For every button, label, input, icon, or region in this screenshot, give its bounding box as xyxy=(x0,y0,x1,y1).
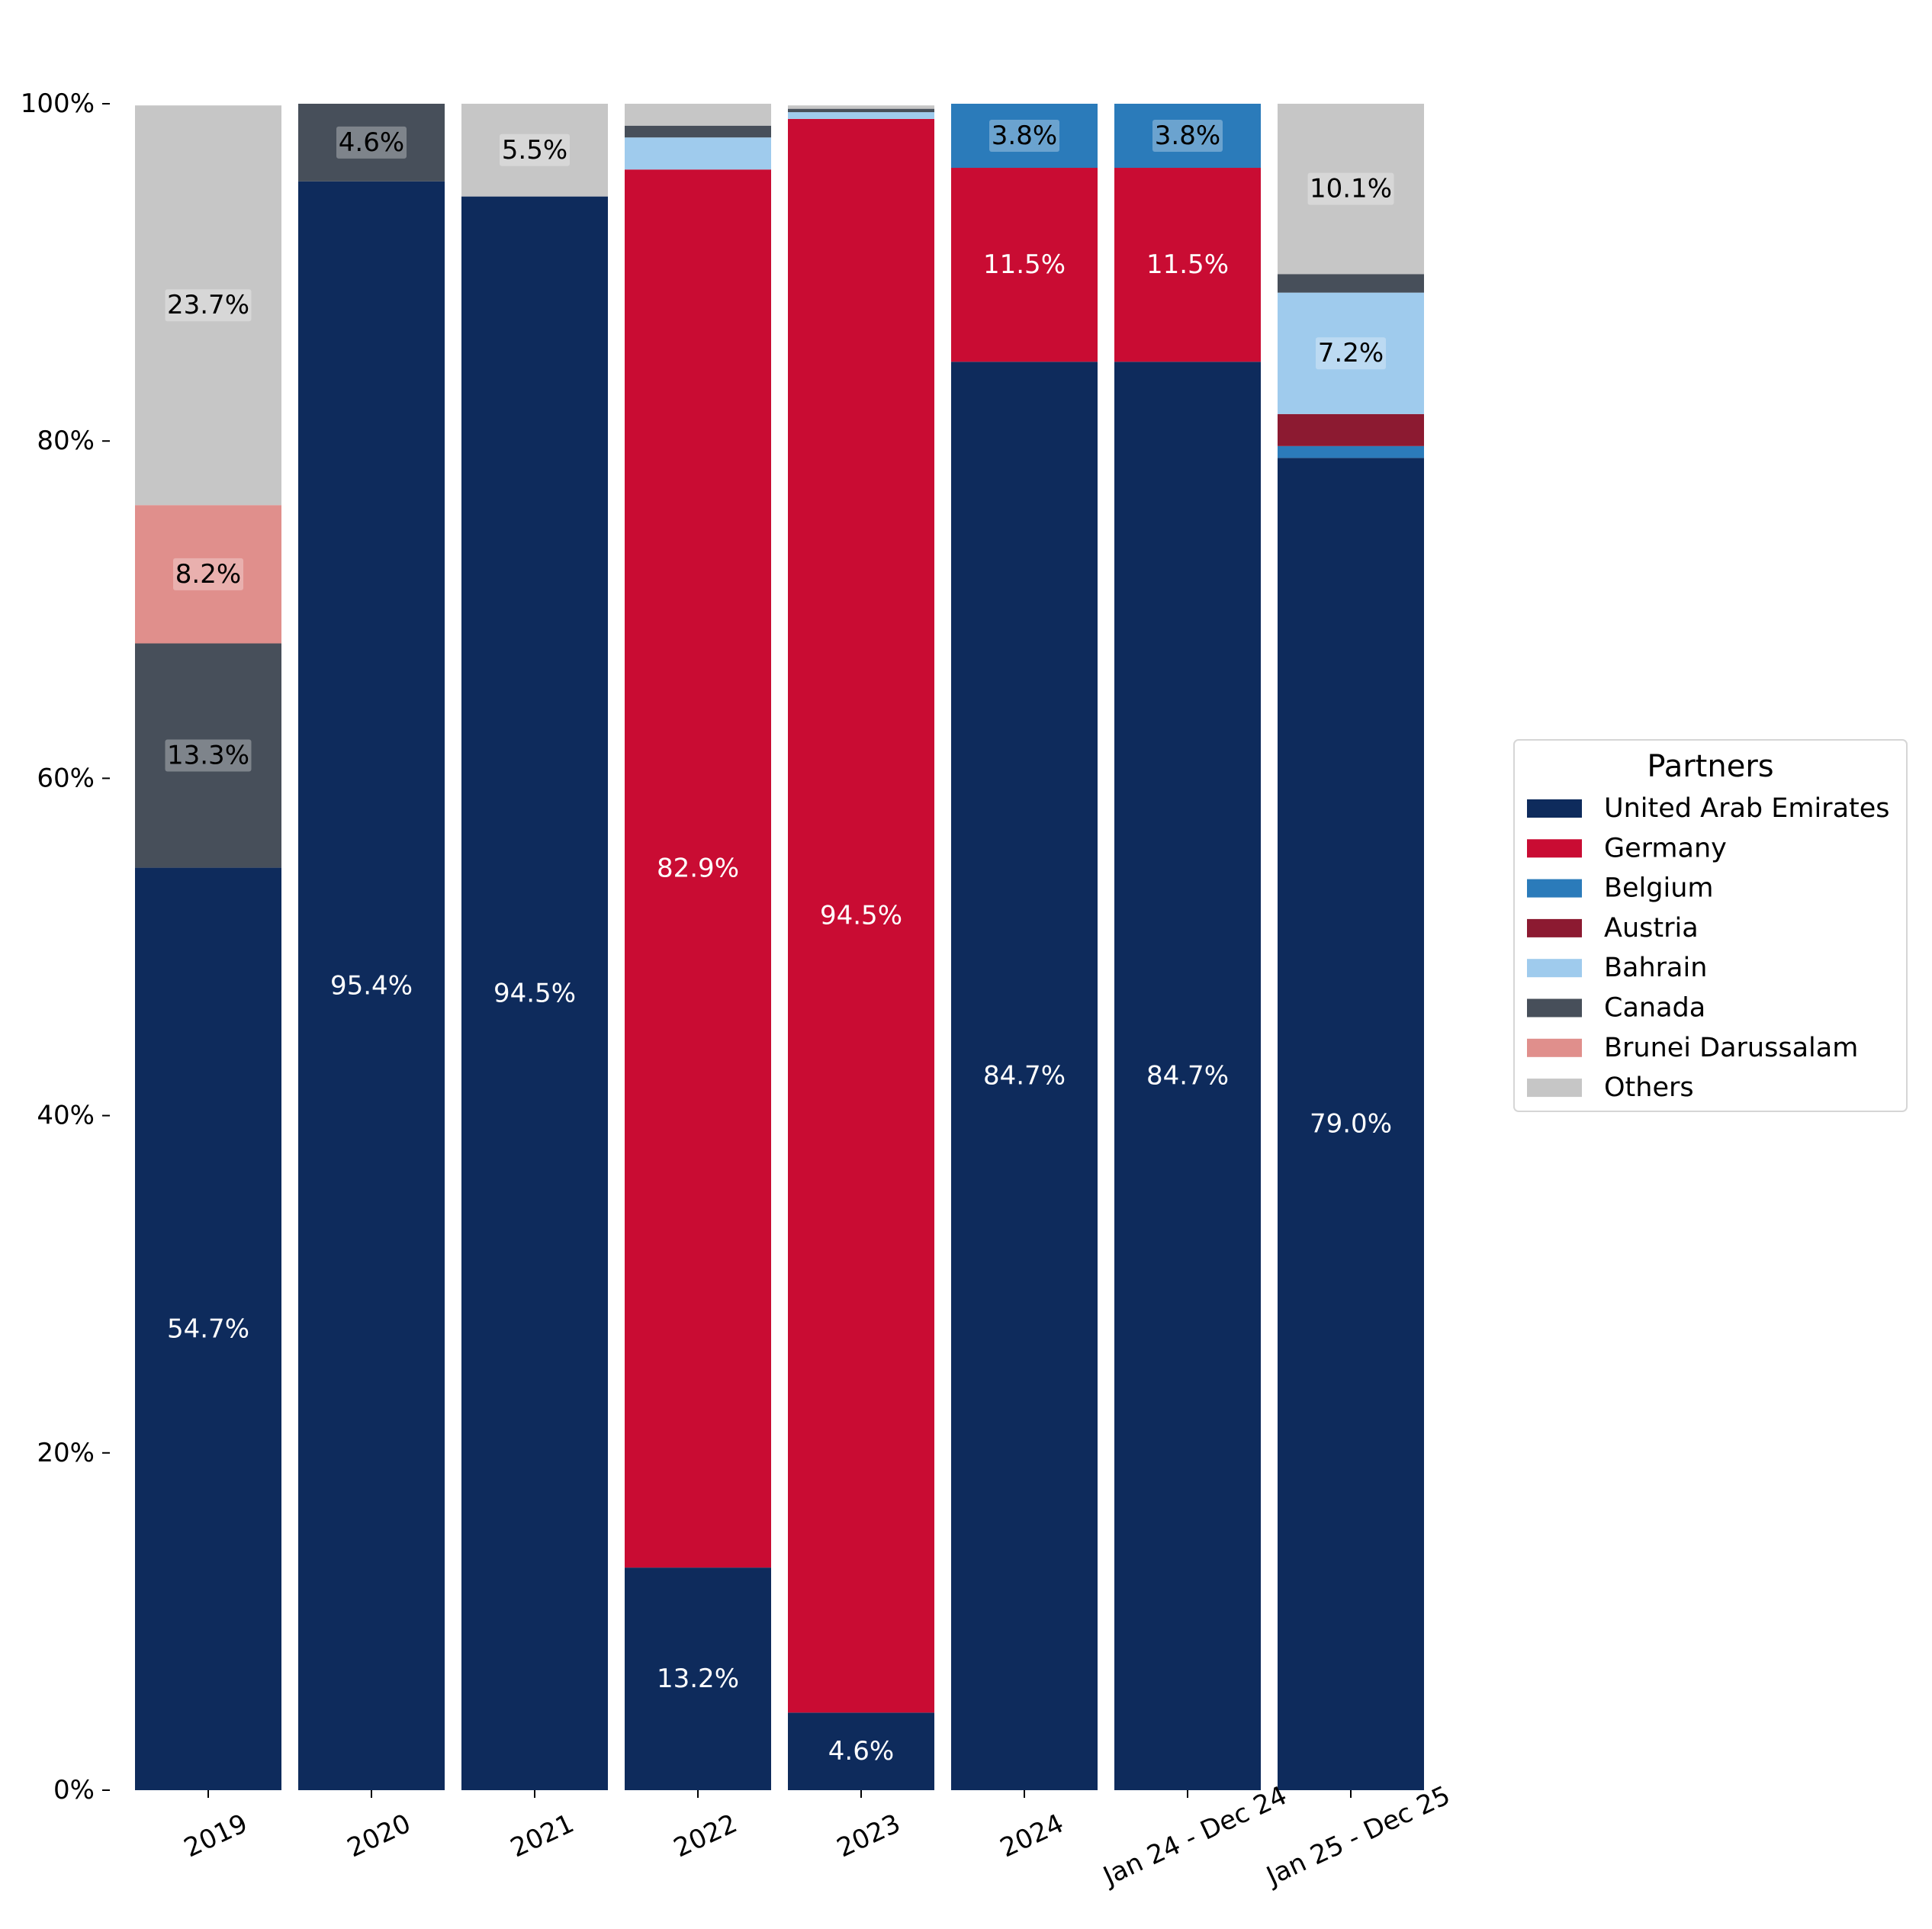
bar-segment-jan-24-dec-24-united-arab-emirates xyxy=(1114,362,1261,1791)
x-tick-label-2021: 2021 xyxy=(506,1808,578,1864)
bar-segment-2024-united-arab-emirates xyxy=(951,362,1098,1791)
bar-segment-2022-bahrain xyxy=(625,137,771,170)
data-label-box xyxy=(173,558,243,590)
data-labels-layer: 54.7% 13.3% 8.2% 23.7% 95.4% 4.6% 94.5% 5.5% 13.… xyxy=(165,120,1394,1767)
y-tick-label: 40% xyxy=(37,1101,95,1131)
data-label-jan-24-dec-24-germany: 11.5% xyxy=(1146,249,1229,280)
legend-swatch-germany[interactable] xyxy=(1527,839,1582,858)
x-tick-label-jan-24-dec-24: Jan 24 - Dec 24 xyxy=(1098,1780,1292,1892)
x-tick-label-2022: 2022 xyxy=(669,1808,741,1864)
bar-segment-jan-25-dec-25-others xyxy=(1278,104,1424,275)
bar-segment-jan-25-dec-25-bahrain xyxy=(1278,292,1424,414)
bar-segment-jan-24-dec-24-belgium xyxy=(1114,104,1261,169)
x-tick-label-jan-25-dec-25: Jan 25 - Dec 25 xyxy=(1261,1780,1455,1892)
data-label-box xyxy=(1316,337,1386,370)
data-label-2024-united-arab-emirates: 84.7% xyxy=(983,1061,1066,1091)
data-label-box xyxy=(336,126,407,159)
data-label-box xyxy=(1152,120,1223,153)
legend-swatch-belgium[interactable] xyxy=(1527,879,1582,898)
bar-segment-jan-25-dec-25-austria xyxy=(1278,413,1424,446)
bar-segment-2019-others xyxy=(135,105,281,506)
bar-segment-2023-germany xyxy=(788,118,934,1713)
data-label-jan-24-dec-24-united-arab-emirates: 84.7% xyxy=(1146,1061,1229,1091)
legend-label-united-arab-emirates[interactable]: United Arab Emirates xyxy=(1604,793,1890,824)
legend-label-germany[interactable]: Germany xyxy=(1604,833,1727,863)
bar-segment-2022-canada xyxy=(625,125,771,138)
data-label-box xyxy=(500,133,570,166)
legend-swatch-canada[interactable] xyxy=(1527,998,1582,1018)
bar-segment-2024-belgium xyxy=(951,104,1098,169)
data-label-box xyxy=(989,120,1059,153)
data-label-2020-canada: 4.6% xyxy=(339,127,404,158)
data-label-jan-25-dec-25-others: 10.1% xyxy=(1310,174,1392,204)
data-label-2022-united-arab-emirates: 13.2% xyxy=(657,1664,739,1694)
bar-segment-2019-canada xyxy=(135,643,281,868)
data-label-2019-united-arab-emirates: 54.7% xyxy=(167,1313,249,1344)
bar-segment-2023-bahrain xyxy=(788,112,934,119)
x-tick-label-2019: 2019 xyxy=(179,1808,252,1864)
legend[interactable]: Partners United Arab Emirates Germany Belgi… xyxy=(1513,739,1908,1112)
data-label-2023-united-arab-emirates: 4.6% xyxy=(828,1736,894,1767)
bar-segment-2023-others xyxy=(788,105,934,109)
data-label-jan-24-dec-24-belgium: 3.8% xyxy=(1155,121,1220,151)
bar-segment-2022-germany xyxy=(625,169,771,1568)
data-label-2021-united-arab-emirates: 94.5% xyxy=(493,978,576,1008)
bar-segment-2020-canada xyxy=(298,104,445,182)
bar-segment-2020-united-arab-emirates xyxy=(298,181,445,1790)
legend-swatch-austria[interactable] xyxy=(1527,918,1582,937)
x-tick-label-2024: 2024 xyxy=(995,1808,1068,1864)
data-label-2023-germany: 94.5% xyxy=(820,901,902,931)
x-tick-label-2023: 2023 xyxy=(832,1808,905,1864)
bar-segment-2022-united-arab-emirates xyxy=(625,1567,771,1790)
bars-layer xyxy=(135,104,1424,1791)
data-label-box xyxy=(165,289,252,322)
bar-segment-2019-brunei-darussalam xyxy=(135,505,281,644)
legend-label-others[interactable]: Others xyxy=(1604,1072,1694,1103)
legend-label-canada[interactable]: Canada xyxy=(1604,993,1705,1024)
legend-swatch-bahrain[interactable] xyxy=(1527,959,1582,978)
data-label-2019-canada: 13.3% xyxy=(167,741,249,771)
bar-segment-jan-25-dec-25-canada xyxy=(1278,274,1424,293)
data-label-2019-others: 23.7% xyxy=(167,290,249,320)
bar-segment-jan-25-dec-25-belgium xyxy=(1278,445,1424,458)
bar-segment-2022-others xyxy=(625,104,771,126)
bar-segment-jan-25-dec-25-united-arab-emirates xyxy=(1278,458,1424,1790)
legend-swatch-others[interactable] xyxy=(1527,1079,1582,1098)
bar-segment-jan-24-dec-24-germany xyxy=(1114,168,1261,362)
bar-segment-2021-others xyxy=(461,104,608,197)
data-label-box xyxy=(1307,172,1394,205)
y-tick-label: 100% xyxy=(21,88,95,119)
legend-label-brunei-darussalam[interactable]: Brunei Darussalam xyxy=(1604,1033,1858,1063)
bar-segment-2019-united-arab-emirates xyxy=(135,867,281,1790)
y-axis: 0% 20% 40% 60% 80% 100% xyxy=(21,88,110,1805)
data-label-2024-belgium: 3.8% xyxy=(992,121,1057,151)
legend-label-belgium[interactable]: Belgium xyxy=(1604,873,1714,904)
bar-segment-2023-canada xyxy=(788,108,934,113)
y-tick-label: 20% xyxy=(37,1438,95,1468)
data-label-box xyxy=(165,739,252,772)
y-tick-label: 80% xyxy=(37,426,95,456)
bar-segment-2023-united-arab-emirates xyxy=(788,1712,934,1790)
data-label-2020-united-arab-emirates: 95.4% xyxy=(330,970,413,1001)
legend-frame xyxy=(1513,739,1908,1112)
legend-swatch-united-arab-emirates[interactable] xyxy=(1527,799,1582,818)
bar-segment-2024-germany xyxy=(951,168,1098,362)
y-tick-label: 60% xyxy=(37,763,95,793)
data-label-2021-others: 5.5% xyxy=(502,135,567,166)
legend-label-austria[interactable]: Austria xyxy=(1604,913,1699,944)
legend-label-bahrain[interactable]: Bahrain xyxy=(1604,953,1707,983)
legend-swatch-brunei-darussalam[interactable] xyxy=(1527,1038,1582,1057)
y-tick-label: 0% xyxy=(53,1775,95,1805)
data-label-2022-germany: 82.9% xyxy=(657,854,739,884)
legend-title: Partners xyxy=(1647,749,1773,784)
data-label-jan-25-dec-25-bahrain: 7.2% xyxy=(1318,338,1384,368)
x-tick-label-2020: 2020 xyxy=(342,1808,415,1864)
data-label-jan-25-dec-25-united-arab-emirates: 79.0% xyxy=(1310,1109,1392,1140)
x-axis: 2019 2020 2021 2022 2023 2024 Jan 24 - Dec 24J… xyxy=(179,1780,1455,1892)
data-label-2019-brunei-darussalam: 8.2% xyxy=(175,559,241,590)
bar-segment-2021-united-arab-emirates xyxy=(461,196,608,1791)
data-label-2024-germany: 11.5% xyxy=(983,249,1066,280)
